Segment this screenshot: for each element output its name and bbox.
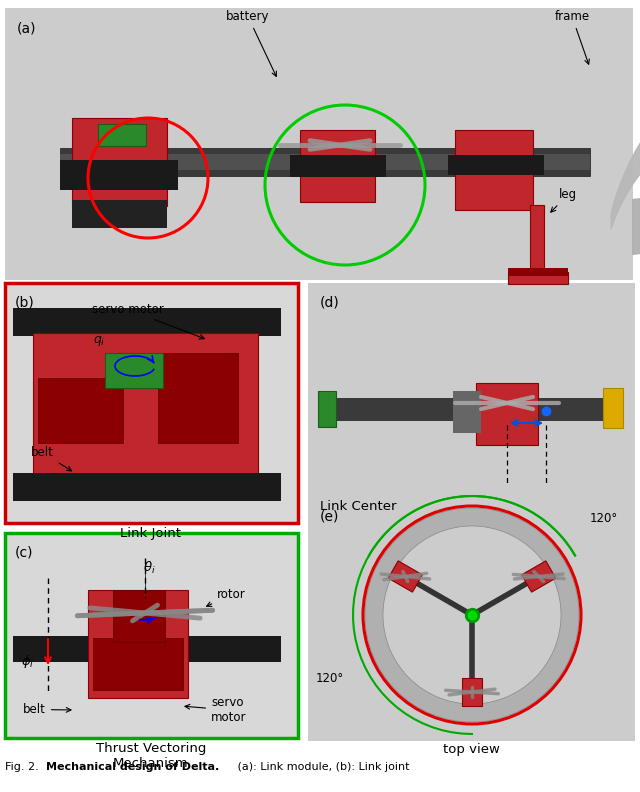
Bar xyxy=(455,130,533,210)
Bar xyxy=(508,268,568,276)
Bar xyxy=(38,378,123,443)
Text: (b): (b) xyxy=(15,295,35,309)
Bar xyxy=(93,638,183,690)
Bar xyxy=(5,283,298,523)
Bar xyxy=(388,561,422,592)
Text: Fig. 2.: Fig. 2. xyxy=(5,762,39,772)
Bar xyxy=(60,148,590,176)
Bar xyxy=(530,205,544,277)
Text: Mechanical design of Delta.: Mechanical design of Delta. xyxy=(46,762,220,772)
Text: leg: leg xyxy=(551,188,577,212)
Text: (a): (a) xyxy=(17,22,36,36)
Text: Thrust Vectoring
Mechanism: Thrust Vectoring Mechanism xyxy=(96,742,206,770)
Text: servo
motor: servo motor xyxy=(185,696,246,724)
Text: 120°: 120° xyxy=(316,672,344,685)
Text: frame: frame xyxy=(554,10,589,64)
Bar xyxy=(462,678,482,706)
Bar xyxy=(318,391,336,427)
Bar xyxy=(60,160,178,190)
Bar xyxy=(522,561,556,592)
Bar xyxy=(290,155,386,177)
Text: $q_i$: $q_i$ xyxy=(93,334,105,348)
Bar xyxy=(13,473,281,501)
Bar xyxy=(60,154,590,170)
Text: servo motor: servo motor xyxy=(92,303,204,339)
Text: Link Joint: Link Joint xyxy=(120,527,182,540)
Bar xyxy=(603,388,623,428)
Bar xyxy=(308,283,635,498)
Bar xyxy=(318,398,623,420)
Bar xyxy=(158,353,238,443)
Text: (a): Link module, (b): Link joint: (a): Link module, (b): Link joint xyxy=(234,762,410,772)
Bar xyxy=(453,391,481,433)
Bar xyxy=(113,590,165,642)
Bar xyxy=(476,383,538,445)
Text: belt: belt xyxy=(31,446,72,471)
Bar xyxy=(508,272,568,284)
Text: battery: battery xyxy=(227,10,276,76)
Text: $\phi_i$: $\phi_i$ xyxy=(21,653,35,670)
Bar xyxy=(88,590,188,698)
Bar xyxy=(72,118,167,206)
Bar xyxy=(5,8,633,280)
Bar xyxy=(300,130,375,202)
Bar xyxy=(13,636,281,662)
Bar xyxy=(105,353,163,388)
Text: (d): (d) xyxy=(320,295,340,309)
Bar xyxy=(33,333,258,488)
Bar xyxy=(72,200,167,228)
Bar xyxy=(5,533,298,738)
Text: top view: top view xyxy=(443,743,499,756)
Bar xyxy=(98,124,146,146)
Text: Link Center: Link Center xyxy=(320,500,397,513)
Text: (e): (e) xyxy=(320,510,339,524)
Text: $\theta_i$: $\theta_i$ xyxy=(143,560,156,576)
Text: belt: belt xyxy=(23,703,71,716)
Text: rotor: rotor xyxy=(207,588,246,607)
Text: (c): (c) xyxy=(15,545,33,559)
Bar xyxy=(13,308,281,336)
Bar xyxy=(308,498,635,741)
Text: 120°: 120° xyxy=(590,512,618,525)
Bar xyxy=(448,155,544,175)
